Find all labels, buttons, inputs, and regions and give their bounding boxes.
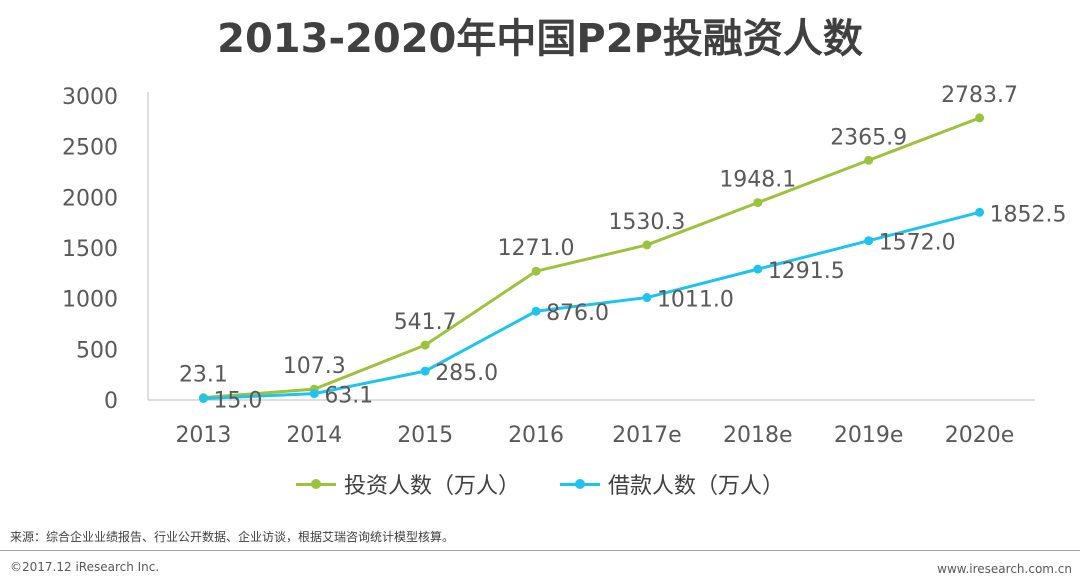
data-label-borrowers: 1291.5 <box>768 259 845 284</box>
data-point-1-7 <box>975 207 985 217</box>
data-label-borrowers: 1572.0 <box>879 231 956 256</box>
data-label-investors: 541.7 <box>394 310 457 335</box>
data-label-investors: 2783.7 <box>941 83 1018 108</box>
legend-swatch-investors <box>295 477 336 491</box>
x-tick-label: 2018e <box>723 423 793 448</box>
legend-swatch-borrowers <box>560 477 600 491</box>
data-point-1-3 <box>531 306 541 316</box>
y-tick-label: 1000 <box>62 288 118 313</box>
data-point-1-6 <box>864 236 874 246</box>
website-link[interactable]: www.iresearch.com.cn <box>937 562 1072 576</box>
x-tick-label: 2015 <box>397 423 453 448</box>
y-tick-label: 1500 <box>62 237 118 262</box>
series-line-1 <box>203 210 980 400</box>
y-tick-label: 2000 <box>62 186 118 211</box>
data-label-borrowers: 1011.0 <box>657 288 734 313</box>
data-point-0-6 <box>864 155 874 165</box>
y-tick-label: 500 <box>76 338 118 363</box>
y-tick-label: 3000 <box>62 85 118 110</box>
data-point-1-0 <box>198 393 208 403</box>
data-point-0-3 <box>531 266 541 276</box>
data-label-borrowers: 876.0 <box>546 301 609 326</box>
footer-divider <box>0 550 1080 551</box>
data-label-borrowers: 285.0 <box>435 361 498 386</box>
data-point-1-4 <box>642 293 652 303</box>
data-point-0-7 <box>975 113 985 123</box>
data-label-investors: 107.3 <box>283 354 346 379</box>
y-tick-label: 0 <box>104 389 118 414</box>
legend-item-investors: 投资人数（万人） <box>295 468 520 500</box>
copyright: ©2017.12 iResearch Inc. <box>10 560 160 574</box>
legend-label-investors: 投资人数（万人） <box>343 474 520 499</box>
data-label-borrowers: 63.1 <box>324 384 373 409</box>
data-point-0-5 <box>753 198 763 208</box>
source-note: 来源：综合企业业绩报告、行业公开数据、企业访谈，根据艾瑞咨询统计模型核算。 <box>10 530 455 544</box>
data-point-0-4 <box>642 240 652 250</box>
data-point-1-5 <box>753 264 763 274</box>
data-label-investors: 1530.3 <box>608 210 685 235</box>
line-chart: 0 500 1000 1500 2000 2500 3000 2013 2014 2015 2016… <box>62 83 1067 448</box>
x-tick-label: 2016 <box>508 423 564 448</box>
data-point-1-1 <box>309 389 319 399</box>
x-tick-label: 2020e <box>945 423 1015 448</box>
data-point-1-2 <box>420 366 430 376</box>
data-label-investors: 2365.9 <box>830 125 907 150</box>
chart-legend: 投资人数（万人） 借款人数（万人） <box>0 468 1080 500</box>
x-tick-label: 2017e <box>612 423 682 448</box>
x-tick-label: 2013 <box>175 423 231 448</box>
x-tick-label: 2019e <box>834 423 904 448</box>
data-label-borrowers: 15.0 <box>213 388 262 413</box>
y-tick-label: 2500 <box>62 136 118 161</box>
data-point-0-2 <box>420 340 430 350</box>
x-tick-label: 2014 <box>286 423 342 448</box>
series-line-0 <box>203 116 981 400</box>
legend-label-borrowers: 借款人数（万人） <box>608 474 785 499</box>
legend-item-borrowers: 借款人数（万人） <box>560 468 784 500</box>
data-label-investors: 1948.1 <box>719 168 796 193</box>
chart-title: 2013-2020年中国P2P投融资人数 <box>217 16 863 62</box>
data-label-investors: 23.1 <box>179 363 228 388</box>
data-label-investors: 1271.0 <box>498 236 575 261</box>
data-label-borrowers: 1852.5 <box>990 202 1067 227</box>
